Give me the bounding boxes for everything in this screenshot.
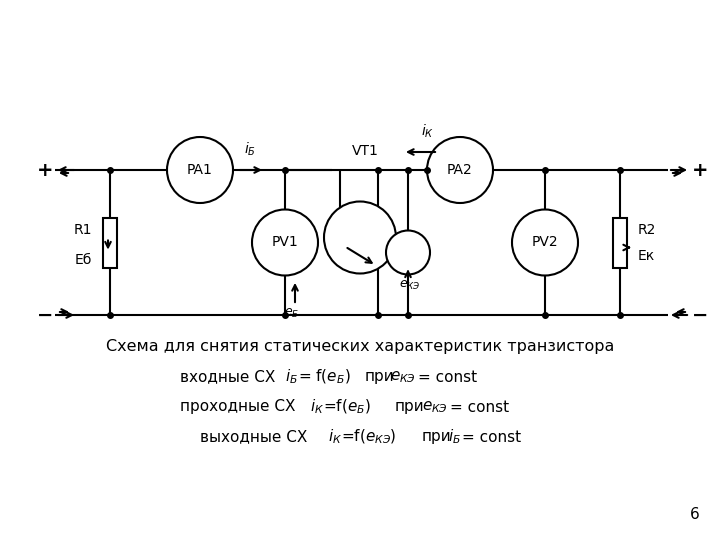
Text: при: при (365, 369, 395, 384)
Text: $e_Б$: $e_Б$ (284, 307, 300, 320)
Circle shape (386, 231, 430, 274)
Text: = const: = const (450, 400, 509, 415)
Text: = const: = const (418, 369, 477, 384)
Text: при: при (395, 400, 425, 415)
Text: = f($e_Б$): = f($e_Б$) (298, 368, 351, 386)
Text: R2: R2 (638, 224, 657, 238)
Text: Ек: Ек (638, 249, 655, 264)
Text: при: при (422, 429, 451, 444)
Text: +: + (692, 160, 708, 179)
Circle shape (252, 210, 318, 275)
Text: выходные СХ: выходные СХ (200, 429, 307, 444)
Text: $i_К$: $i_К$ (310, 397, 324, 416)
Text: −: − (37, 306, 53, 325)
Bar (613, 218, 627, 267)
Text: −: − (692, 306, 708, 325)
Text: VT1: VT1 (351, 144, 379, 158)
Text: Еб: Еб (75, 253, 92, 267)
Text: проходные СХ: проходные СХ (180, 400, 295, 415)
Text: Схема для снятия статических характеристик транзистора: Схема для снятия статических характерист… (106, 340, 614, 354)
Text: $e_{КЭ}$: $e_{КЭ}$ (390, 369, 416, 385)
Text: $i_Б$: $i_Б$ (244, 140, 256, 158)
Text: +: + (37, 160, 53, 179)
Text: PA2: PA2 (447, 163, 473, 177)
Text: 6: 6 (690, 507, 700, 522)
Circle shape (167, 137, 233, 203)
Text: $i_Б$: $i_Б$ (448, 428, 461, 447)
Text: $e_{КЭ}$: $e_{КЭ}$ (399, 279, 421, 292)
Text: R1: R1 (73, 224, 92, 238)
Text: PV2: PV2 (531, 235, 558, 249)
Text: =f($e_{КЭ}$): =f($e_{КЭ}$) (341, 428, 397, 446)
Text: $i_К$: $i_К$ (421, 123, 435, 140)
Text: PA1: PA1 (187, 163, 213, 177)
Text: $i_Б$: $i_Б$ (285, 368, 298, 386)
Text: $e_{КЭ}$: $e_{КЭ}$ (422, 399, 448, 415)
Bar (103, 218, 117, 267)
Text: входные СХ: входные СХ (180, 369, 275, 384)
Text: = const: = const (462, 429, 521, 444)
Text: =f($e_Б$): =f($e_Б$) (323, 398, 371, 416)
Text: $i_К$: $i_К$ (328, 428, 342, 447)
Circle shape (324, 201, 396, 273)
Circle shape (427, 137, 493, 203)
Circle shape (512, 210, 578, 275)
Text: PV1: PV1 (271, 235, 298, 249)
